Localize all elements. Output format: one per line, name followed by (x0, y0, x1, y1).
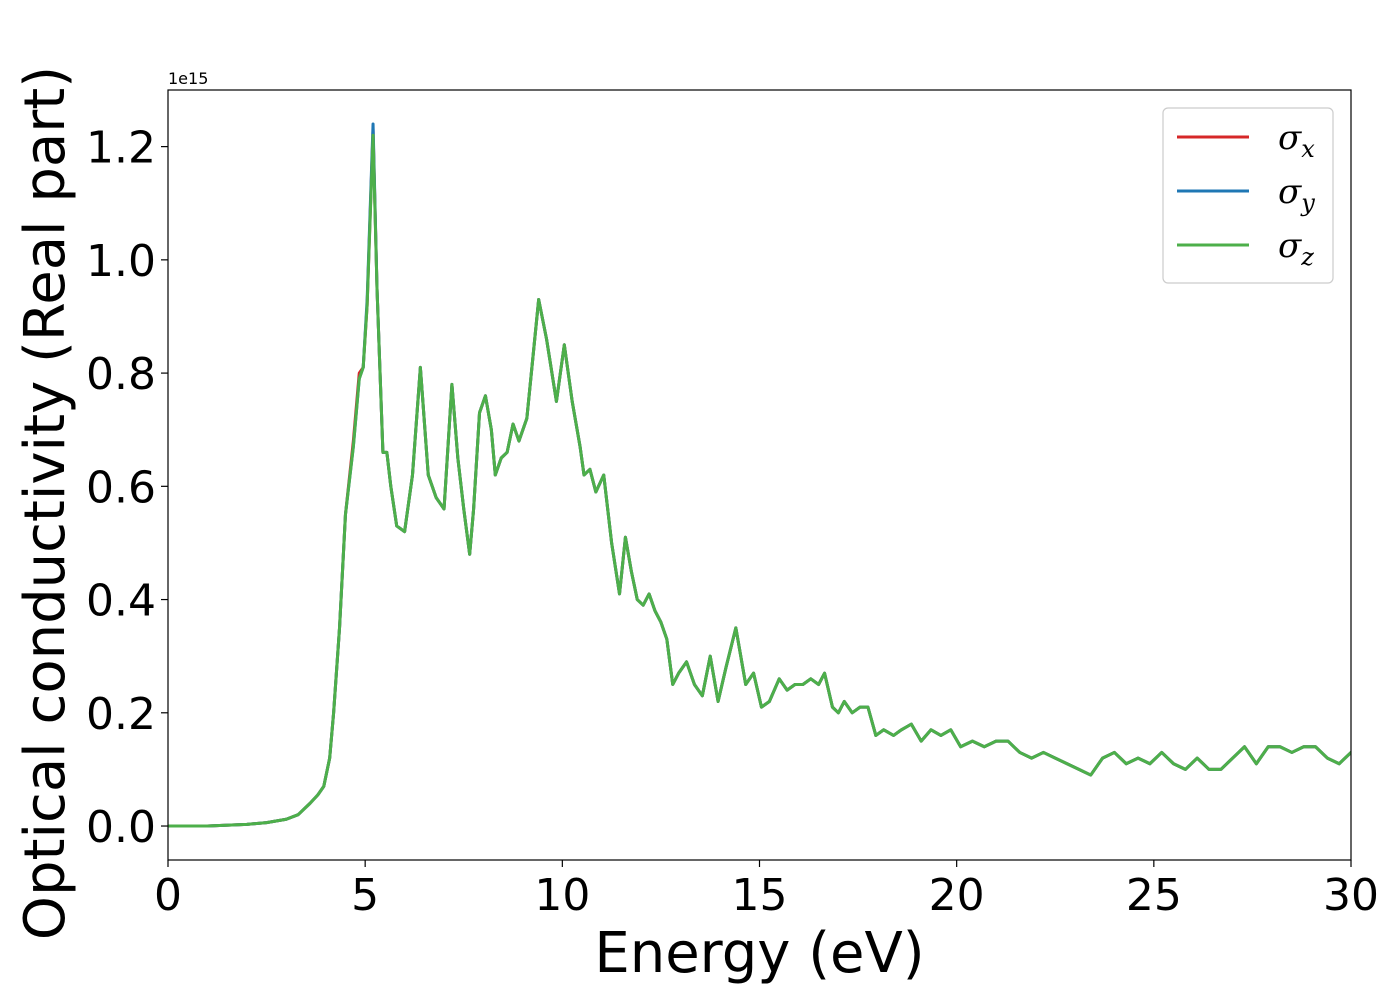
y-tick-label: 0.8 (86, 349, 156, 400)
y-tick-label: 0.6 (86, 462, 156, 513)
x-tick-label: 5 (351, 870, 379, 921)
y-axis-title: Optical conductivity (Real part) (13, 66, 78, 940)
x-axis-ticks: 0 5 10 15 20 25 30 (154, 860, 1379, 921)
y-tick-label: 0.4 (86, 576, 156, 627)
y-axis-ticks: 0.0 0.2 0.4 0.6 0.8 1.0 1.2 (86, 123, 168, 853)
y-offset-label: 1e15 (168, 69, 208, 88)
x-axis-title: Energy (eV) (594, 921, 924, 986)
x-tick-label: 25 (1126, 870, 1182, 921)
y-tick-label: 1.0 (86, 236, 156, 287)
x-tick-label: 15 (732, 870, 788, 921)
x-tick-label: 30 (1323, 870, 1379, 921)
series-line-z (168, 133, 1351, 828)
x-tick-label: 20 (929, 870, 985, 921)
legend-box (1162, 107, 1334, 284)
y-tick-label: 0.0 (86, 802, 156, 853)
y-tick-label: 0.2 (86, 689, 156, 740)
y-tick-label: 1.2 (86, 123, 156, 174)
x-tick-label: 0 (154, 870, 182, 921)
x-tick-label: 10 (534, 870, 590, 921)
series-layer (168, 122, 1351, 828)
